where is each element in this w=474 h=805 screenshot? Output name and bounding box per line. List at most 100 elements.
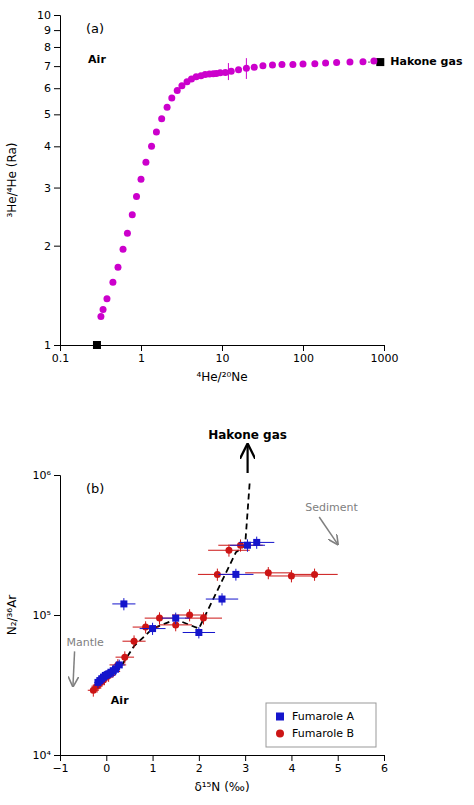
point <box>244 542 251 549</box>
series <box>93 341 101 349</box>
y-tick: 5 <box>44 108 60 121</box>
x-tick-label: 0 <box>103 762 110 775</box>
y-axis-line <box>54 476 61 756</box>
y-tick-mark <box>54 15 60 16</box>
y-axis: 12345678910 <box>37 9 61 352</box>
panel-label: (b) <box>86 481 104 496</box>
x-tick-label: 2 <box>196 762 203 775</box>
x-tick: 10 <box>216 345 230 365</box>
x-axis-title: ⁴He/²⁰Ne <box>196 370 247 384</box>
x-tick-mark <box>141 345 142 351</box>
point <box>265 569 272 576</box>
point <box>311 571 318 578</box>
x-tick-label: 1000 <box>371 352 399 365</box>
line <box>106 481 249 677</box>
panel: 0.1110100100012345678910⁴He/²⁰Ne³He/⁴He … <box>5 9 463 384</box>
x-tick: 5 <box>335 755 342 775</box>
point <box>186 612 193 619</box>
x-tick: 0 <box>103 755 110 775</box>
point <box>235 66 242 73</box>
point <box>232 571 239 578</box>
point <box>164 104 171 111</box>
x-tick-label: 1 <box>150 762 157 775</box>
point <box>142 624 149 631</box>
y-axis: 10⁴10⁵10⁶ <box>33 469 61 762</box>
point <box>153 129 160 136</box>
x-tick: 1 <box>150 755 157 775</box>
y-tick-label: 10⁵ <box>33 609 51 622</box>
annotation: Hakone gas <box>208 428 287 442</box>
series <box>97 58 377 320</box>
x-axis-line <box>61 756 385 762</box>
y-tick: 10⁴ <box>33 749 60 762</box>
y-tick-label: 1 <box>44 339 51 352</box>
legend-label: Fumarole A <box>292 710 354 723</box>
x-tick-label: 3 <box>242 762 249 775</box>
legend-label: Fumarole B <box>292 727 354 740</box>
point <box>114 264 121 271</box>
y-tick-label: 10 <box>37 9 51 22</box>
x-tick-label: −1 <box>52 762 68 775</box>
annotation-arrow <box>246 445 248 473</box>
y-tick: 6 <box>44 82 60 95</box>
y-tick: 10⁵ <box>33 609 60 622</box>
x-tick-label: 5 <box>335 762 342 775</box>
y-tick-mark <box>54 47 60 48</box>
y-tick-mark <box>54 114 60 115</box>
labels: Hakone gasAir(a) <box>86 21 463 68</box>
x-tick-mark <box>222 345 223 351</box>
x-tick: 2 <box>196 755 203 775</box>
point <box>359 58 366 65</box>
y-tick-mark <box>54 755 60 756</box>
y-tick-mark <box>54 475 60 476</box>
series <box>94 537 274 689</box>
point <box>158 115 165 122</box>
point <box>120 600 127 607</box>
x-tick: 1 <box>138 345 145 365</box>
point <box>376 58 384 66</box>
point <box>142 159 149 166</box>
point-label: Air <box>88 53 106 66</box>
y-tick-label: 8 <box>44 41 51 54</box>
annotation: Air <box>111 694 129 707</box>
point <box>251 64 258 71</box>
y-axis-title: N₂/³⁶Ar <box>5 595 19 636</box>
legend-box <box>266 703 376 747</box>
point <box>300 61 307 68</box>
series <box>376 58 384 66</box>
x-tick: 4 <box>288 755 295 775</box>
point <box>243 65 250 72</box>
annotation: Sediment <box>305 501 358 514</box>
point <box>149 625 156 632</box>
x-tick-mark <box>291 755 292 761</box>
chart-svg: 0.1110100100012345678910⁴He/²⁰Ne³He/⁴He … <box>0 0 474 805</box>
point <box>269 62 276 69</box>
x-tick: 3 <box>242 755 249 775</box>
point <box>200 615 207 622</box>
y-tick-label: 7 <box>44 60 51 73</box>
x-tick-mark <box>303 345 304 351</box>
y-tick: 1 <box>44 339 60 352</box>
x-tick-mark <box>199 755 200 761</box>
x-tick-mark <box>384 345 385 351</box>
y-tick-label: 5 <box>44 108 51 121</box>
y-tick: 4 <box>44 140 60 153</box>
annotation: Mantle <box>66 636 104 649</box>
point <box>133 193 140 200</box>
x-tick-label: 100 <box>293 352 314 365</box>
x-tick-mark <box>338 755 339 761</box>
panel: −1012345610⁴10⁵10⁶δ¹⁵N (‰)N₂/³⁶Ar(b)AirM… <box>5 428 388 794</box>
point <box>121 654 128 661</box>
point <box>124 230 131 237</box>
point <box>93 341 101 349</box>
y-tick-label: 10⁴ <box>33 749 52 762</box>
point <box>131 638 138 645</box>
point <box>259 62 266 69</box>
labels: (b) Air Mantle Sediment Hakone gas <box>66 428 358 707</box>
y-tick-label: 4 <box>44 140 51 153</box>
y-axis-line <box>54 16 61 346</box>
y-tick-label: 9 <box>44 24 51 37</box>
legend-marker <box>276 730 284 738</box>
plot-area <box>88 481 338 696</box>
y-tick: 9 <box>44 24 60 37</box>
